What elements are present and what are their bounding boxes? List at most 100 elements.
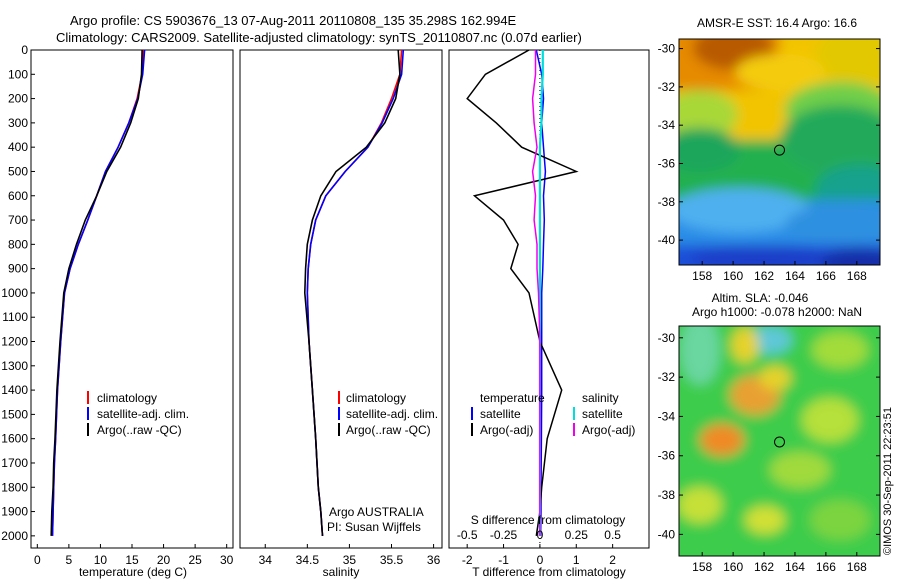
salinity-panel: 34 34.5 35 35.5 36 climatology satellite-adj…: [239, 49, 443, 579]
sla-map-y-ticks: -30 -32 -34 -36 -38 -40: [658, 331, 880, 541]
legend-label-satellite: satellite-adj. clim.: [97, 407, 189, 421]
y-tick-label: -34: [658, 118, 676, 132]
temperature-lines: [50, 49, 146, 536]
sst-map-frame: [678, 38, 881, 266]
salinity-x-ticks: 34 34.5 35 35.5 36: [259, 544, 441, 567]
legend-label-salinity-satellite: satellite: [582, 407, 623, 421]
sst-field: [679, 39, 880, 265]
sla-map-title: Altim. SLA: -0.046: [712, 291, 809, 305]
legend-label-climatology: climatology: [346, 391, 406, 405]
x-tick-label: 2: [609, 553, 616, 567]
salinity-tick-label: -0.25: [490, 528, 518, 542]
x-tick-label: 162: [754, 269, 774, 283]
sst-map-x-ticks: 158 160 162 164 166 168: [692, 261, 867, 283]
sla-map-x-ticks: 158 160 162 164 166 168: [692, 552, 867, 574]
title-line-2: Climatology: CARS2009. Satellite-adjuste…: [56, 30, 582, 45]
series-line: [466, 49, 579, 537]
title-line-1: Argo profile: CS 5903676_13 07-Aug-2011 …: [70, 13, 517, 28]
salinity-legend: climatology satellite-adj. clim. Argo(..…: [338, 391, 438, 437]
legend-label-temperature-satellite: satellite: [480, 407, 521, 421]
legend-label-temperature-argo: Argo(-adj): [480, 423, 533, 437]
legend-label-climatology: climatology: [97, 391, 157, 405]
x-tick-label: 5: [66, 553, 73, 567]
x-tick-label: 25: [188, 553, 202, 567]
temperature-x-label: temperature (deg C): [79, 565, 187, 579]
temperature-axes-box: [30, 49, 234, 549]
x-tick-label: 34: [259, 553, 273, 567]
y-tick-label: -38: [658, 488, 676, 502]
y-tick-label: 1000: [1, 286, 28, 300]
x-tick-label: -2: [462, 553, 473, 567]
x-tick-label: 166: [816, 269, 836, 283]
y-tick-label: -36: [658, 156, 676, 170]
x-tick-label: 160: [723, 269, 743, 283]
legend-label-satellite: satellite-adj. clim.: [346, 407, 438, 421]
legend-label-argo: Argo(..raw -QC): [346, 423, 431, 437]
y-tick-label: 1600: [1, 432, 28, 446]
y-tick-label: 100: [8, 67, 28, 81]
difference-salinity-ticks: -0.5 -0.25 0 0.25 0.5: [457, 528, 621, 542]
y-tick-label: -40: [658, 233, 676, 247]
difference-legend: temperature satellite Argo(-adj) salinit…: [471, 391, 635, 437]
argo-position-marker: [774, 436, 785, 448]
sla-map-frame: [678, 325, 881, 557]
difference-axes-box: [448, 49, 650, 549]
y-tick-label: -34: [658, 409, 676, 423]
sla-map-subtitle: Argo h1000: -0.078 h2000: NaN: [692, 305, 862, 319]
x-tick-label: 1: [573, 553, 580, 567]
x-tick-label: 164: [785, 269, 805, 283]
y-tick-label: -30: [658, 42, 676, 56]
x-tick-label: 162: [754, 560, 774, 574]
salinity-tick-label: -0.5: [457, 528, 478, 542]
y-tick-label: 1900: [1, 505, 28, 519]
difference-panel: -2 -1 0 1 2 temperature satellite Argo(-adj)…: [448, 49, 650, 579]
x-tick-label: 168: [847, 269, 867, 283]
x-tick-label: 0: [537, 553, 544, 567]
y-tick-label: -38: [658, 195, 676, 209]
y-tick-label: 2000: [1, 529, 28, 543]
x-tick-label: 160: [723, 560, 743, 574]
sla-field: [679, 326, 880, 556]
x-tick-label: 35.5: [380, 553, 404, 567]
difference-x-ticks: -2 -1 0 1 2: [462, 544, 616, 567]
y-tick-label: 200: [8, 92, 28, 106]
x-tick-label: 166: [816, 560, 836, 574]
x-tick-label: -1: [498, 553, 509, 567]
y-tick-label: 1300: [1, 359, 28, 373]
x-tick-label: 15: [125, 553, 139, 567]
legend-label-salinity-argo: Argo(-adj): [582, 423, 635, 437]
salinity-x-label: salinity: [323, 565, 360, 579]
legend-heading-temperature: temperature: [480, 391, 545, 405]
x-tick-label: 164: [785, 560, 805, 574]
y-tick-label: 300: [8, 116, 28, 130]
y-tick-label: -30: [658, 331, 676, 345]
y-tick-label: 800: [8, 237, 28, 251]
y-tick-label: -36: [658, 449, 676, 463]
temperature-panel: 0100200300400500600700800900100011001200…: [1, 43, 233, 579]
argo-pi-annotation: PI: Susan Wijffels: [327, 520, 421, 534]
y-tick-label: 1100: [2, 310, 28, 324]
temperature-x-ticks: 0 5 10 15 20 25 30: [34, 544, 234, 567]
sla-map-panel: Altim. SLA: -0.046 Argo h1000: -0.078 h2…: [658, 291, 894, 574]
y-tick-label: 700: [8, 213, 28, 227]
series-line: [50, 49, 143, 536]
series-line: [303, 49, 401, 536]
y-tick-label: 1800: [1, 480, 28, 494]
salinity-tick-label: 0.5: [604, 528, 621, 542]
x-tick-label: 35: [343, 553, 357, 567]
y-tick-label: 1700: [1, 456, 28, 470]
sst-map-y-ticks: -30 -32 -34 -36 -38 -40: [658, 42, 880, 247]
salinity-tick-label: 0.25: [565, 528, 589, 542]
x-tick-label: 158: [692, 269, 712, 283]
x-tick-label: 36: [427, 553, 441, 567]
y-tick-label: -32: [658, 370, 676, 384]
s-difference-title: S difference from climatology: [471, 513, 626, 527]
legend-label-argo: Argo(..raw -QC): [97, 423, 182, 437]
sst-map-title: AMSR-E SST: 16.4 Argo: 16.6: [697, 16, 857, 30]
y-tick-label: 1500: [1, 407, 28, 421]
y-tick-label: 600: [8, 189, 28, 203]
difference-lines: [466, 49, 579, 548]
temperature-y-ticks: 0 100 200 300 400 500 600 700 800 900 1000 1100 1200…: [1, 43, 35, 543]
series-line: [531, 50, 541, 536]
y-tick-label: -40: [658, 527, 676, 541]
